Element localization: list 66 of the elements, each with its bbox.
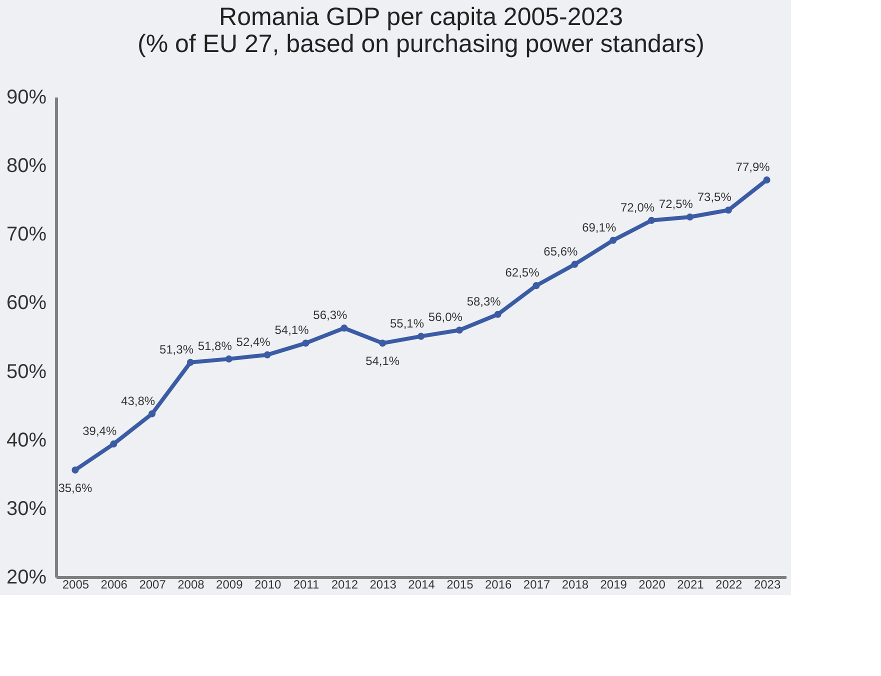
point [340, 324, 348, 332]
y-tick-label: 70% [6, 224, 47, 246]
x-tick-label: 2019 [600, 578, 628, 592]
point [610, 236, 617, 244]
y-tick-label: 30% [6, 498, 47, 520]
data-label: 72,0% [620, 200, 655, 214]
y-tick-label: 20% [6, 566, 47, 588]
x-tick-label: 2016 [484, 578, 512, 592]
point [763, 176, 770, 184]
point [264, 351, 271, 358]
data-label: 62,5% [505, 266, 540, 280]
x-tick-label: 2008 [178, 578, 205, 592]
x-tick-label: 2018 [562, 578, 589, 592]
data-label: 56,3% [313, 308, 348, 322]
data-label: 56,0% [428, 310, 463, 324]
point [225, 355, 232, 362]
x-tick-label: 2013 [370, 578, 397, 592]
data-label: 55,1% [390, 316, 424, 330]
data-label: 39,4% [82, 424, 117, 438]
x-tick-label: 2015 [446, 578, 474, 592]
point [379, 340, 386, 347]
point [72, 466, 79, 474]
x-tick-label: 2010 [254, 578, 282, 592]
y-tick-label: 90% [6, 86, 47, 108]
x-tick-label: 2011 [293, 578, 320, 592]
data-label: 52,4% [236, 334, 271, 349]
data-label: 77,9% [736, 160, 770, 174]
point [110, 440, 118, 448]
y-tick-label: 80% [6, 155, 47, 178]
point [648, 216, 656, 224]
point [686, 213, 694, 221]
point [571, 260, 578, 268]
data-label: 51,8% [198, 338, 232, 353]
x-tick-label: 2006 [100, 578, 128, 592]
x-tick-label: 2021 [677, 578, 704, 592]
chart-title: Romania GDP per capita 2005-2023 (% of EU 27, based on purchasing power standars) [138, 3, 704, 58]
point [532, 282, 540, 290]
x-tick-label: 2017 [523, 578, 550, 592]
data-label: 58,3% [466, 294, 502, 308]
x-tick-label: 2022 [716, 578, 743, 592]
y-tick-label: 50% [6, 360, 47, 383]
x-tick-label: 2012 [331, 578, 358, 592]
data-label: 54,1% [274, 323, 310, 338]
point [148, 410, 156, 418]
data-label: 54,1% [366, 354, 400, 368]
data-label: 51,3% [159, 342, 194, 356]
point [186, 358, 194, 366]
x-tick-label: 2020 [638, 578, 666, 592]
point [302, 340, 310, 347]
point [494, 310, 502, 318]
x-tick-label: 2014 [408, 578, 436, 592]
y-tick-label: 60% [6, 292, 47, 314]
data-label: 43,8% [121, 394, 156, 408]
x-tick-label: 2009 [216, 578, 244, 592]
data-label: 72,5% [658, 197, 694, 211]
point [724, 206, 732, 214]
x-tick-label: 2005 [62, 578, 90, 592]
data-label: 35,6% [58, 481, 93, 496]
data-label: 69,1% [582, 220, 616, 234]
point [417, 332, 425, 340]
x-tick-label: 2007 [139, 578, 166, 592]
data-label: 73,5% [697, 190, 732, 204]
x-tick-label: 2023 [754, 578, 781, 592]
point [456, 326, 463, 334]
y-tick-label: 40% [6, 429, 47, 452]
data-label: 65,6% [544, 244, 578, 258]
